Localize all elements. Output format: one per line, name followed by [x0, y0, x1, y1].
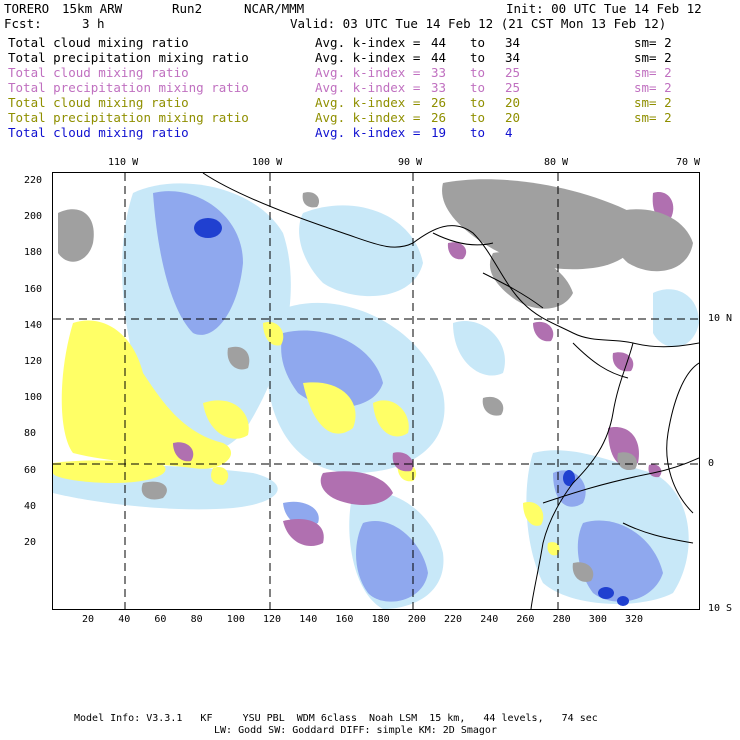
legend-from: 26 — [431, 110, 447, 125]
org-label: NCAR/MMM — [244, 1, 305, 16]
lon-label-80w: 80 W — [544, 157, 569, 168]
y-tick-label: 20 — [24, 537, 37, 548]
y-tick-label: 80 — [24, 428, 37, 440]
x-tick-label: 120 — [263, 614, 282, 625]
legend-to: 34 — [505, 35, 521, 50]
legend-kindex: Avg. k-index = — [315, 110, 421, 125]
x-tick-label: 160 — [335, 614, 354, 625]
y-tick-label: 180 — [24, 247, 43, 259]
legend-field: Total cloud mixing ratio — [8, 125, 189, 140]
legend-to: 20 — [505, 110, 521, 125]
lat-label-10n: 10 N — [708, 313, 733, 324]
legend-kindex: Avg. k-index = — [315, 35, 421, 50]
blue-cloud-layer — [153, 191, 663, 602]
legend-field: Total cloud mixing ratio — [8, 35, 189, 50]
legend-from: 44 — [431, 50, 447, 65]
x-tick-label: 100 — [226, 614, 245, 625]
legend-from: 33 — [431, 80, 447, 95]
legend-sm: sm= 2 — [634, 50, 672, 65]
run-label: Run2 — [172, 1, 203, 16]
coastline-layer — [202, 173, 699, 609]
legend-from: 19 — [431, 125, 447, 140]
yellow-precip-layer — [53, 320, 560, 556]
x-tick-label: 20 — [82, 614, 95, 625]
y-tick-label: 60 — [24, 464, 37, 476]
y-tick-label: 220 — [24, 175, 43, 186]
legend-from: 33 — [431, 65, 447, 80]
legend-sm: sm= 2 — [634, 65, 672, 80]
x-tick-label: 260 — [516, 614, 535, 625]
y-tick-label: 120 — [24, 356, 43, 367]
legend-to: 4 — [505, 125, 513, 140]
legend-field: Total precipitation mixing ratio — [8, 80, 249, 95]
x-tick-label: 240 — [480, 614, 499, 625]
x-tick-label: 180 — [371, 614, 390, 625]
x-tick-label: 220 — [444, 614, 463, 625]
fcst-label: Fcst: — [4, 16, 42, 31]
legend-to-word: to — [470, 95, 486, 110]
lon-label-70w: 70 W — [676, 157, 701, 168]
legend-to: 25 — [505, 65, 521, 80]
legend-to: 34 — [505, 50, 521, 65]
latlon-grid — [53, 173, 699, 609]
legend-kindex: Avg. k-index = — [315, 125, 421, 140]
legend-to-word: to — [470, 80, 486, 95]
legend-to-word: to — [470, 50, 486, 65]
y-tick-label: 160 — [24, 283, 43, 295]
x-tick-label: 300 — [588, 614, 607, 625]
physics-info-line: LW: Godd SW: Goddard DIFF: simple KM: 2D… — [214, 725, 497, 736]
legend-field: Total cloud mixing ratio — [8, 65, 189, 80]
y-tick-label: 40 — [24, 500, 37, 512]
legend-to: 25 — [505, 80, 521, 95]
map-canvas — [53, 173, 699, 609]
x-tick-label: 40 — [118, 614, 131, 625]
valid-time: Valid: 03 UTC Tue 14 Feb 12 (21 CST Mon … — [290, 16, 667, 31]
x-tick-label: 320 — [625, 614, 644, 625]
x-tick-label: 280 — [552, 614, 571, 625]
forecast-map — [52, 172, 700, 610]
legend-sm: sm= 2 — [634, 95, 672, 110]
legend-field: Total cloud mixing ratio — [8, 95, 189, 110]
legend-field: Total precipitation mixing ratio — [8, 110, 249, 125]
model-info-line: Model Info: V3.3.1 KF YSU PBL WDM 6class… — [74, 713, 598, 724]
init-time: Init: 00 UTC Tue 14 Feb 12 — [506, 1, 702, 16]
legend-sm: sm= 2 — [634, 80, 672, 95]
legend-to-word: to — [470, 65, 486, 80]
legend-to-word: to — [470, 35, 486, 50]
y-tick-label: 100 — [24, 392, 43, 404]
legend-kindex: Avg. k-index = — [315, 65, 421, 80]
legend-from: 44 — [431, 35, 447, 50]
x-tick-label: 140 — [299, 614, 318, 625]
legend-sm: sm= 2 — [634, 35, 672, 50]
model-resolution: 15km ARW — [62, 1, 123, 16]
legend-kindex: Avg. k-index = — [315, 95, 421, 110]
legend-field: Total precipitation mixing ratio — [8, 50, 249, 65]
gray-cloud-layer — [58, 179, 693, 582]
legend-from: 26 — [431, 95, 447, 110]
model-name: TORERO — [4, 1, 50, 16]
legend-to-word: to — [470, 110, 486, 125]
x-tick-label: 200 — [407, 614, 426, 625]
lon-label-90w: 90 W — [398, 157, 423, 168]
lat-label-10s: 10 S — [708, 603, 733, 614]
fcst-value: 3 h — [82, 16, 105, 31]
legend-sm: sm= 2 — [634, 110, 672, 125]
lon-label-100w: 100 W — [252, 157, 283, 168]
legend-to: 20 — [505, 95, 521, 110]
legend-kindex: Avg. k-index = — [315, 80, 421, 95]
legend-to-word: to — [470, 125, 486, 140]
x-tick-label: 60 — [154, 614, 167, 625]
y-tick-label: 140 — [24, 319, 43, 331]
lat-label-0: 0 — [708, 458, 715, 469]
x-tick-label: 80 — [190, 614, 203, 625]
lon-label-110w: 110 W — [108, 157, 139, 168]
legend-kindex: Avg. k-index = — [315, 50, 421, 65]
y-tick-label: 200 — [24, 211, 43, 223]
